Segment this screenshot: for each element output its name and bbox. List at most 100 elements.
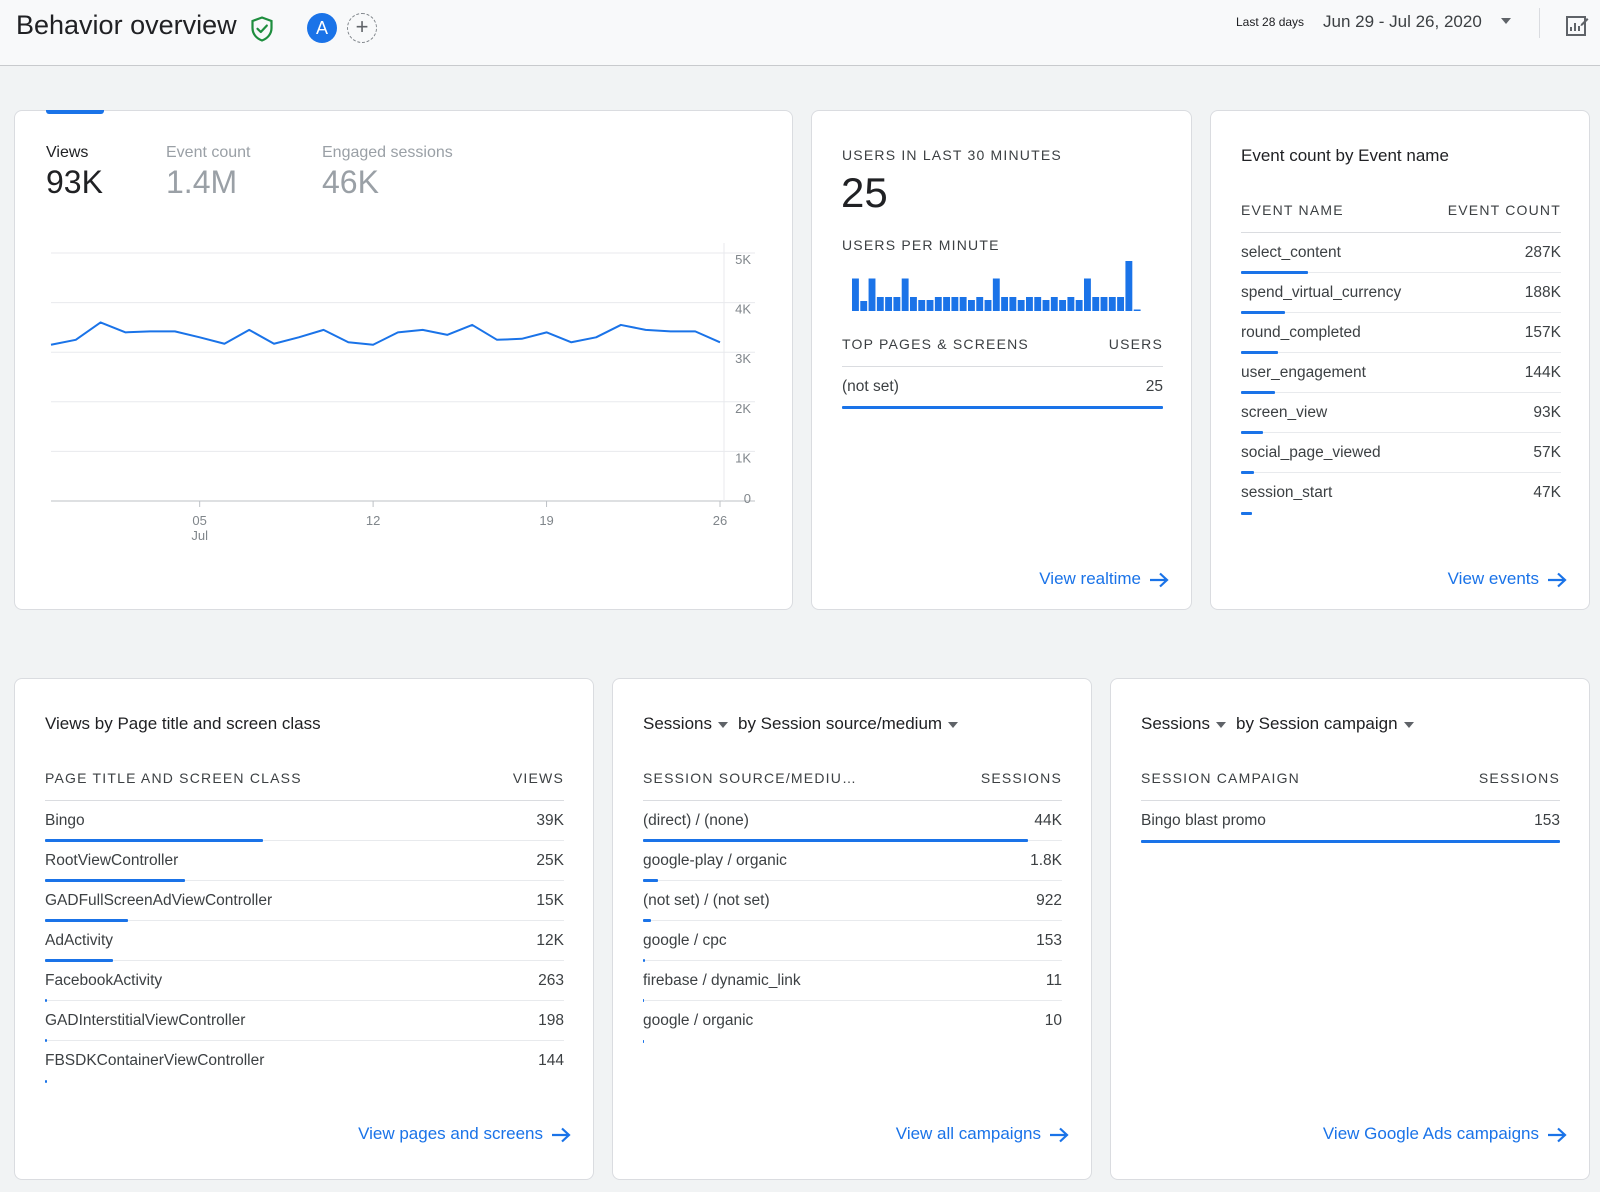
campaigns-card: Sessions by Session campaign SESSION CAMP… — [1110, 678, 1590, 1180]
table-row[interactable]: round_completed 157K — [1241, 313, 1561, 354]
chevron-down-icon[interactable] — [717, 721, 728, 728]
row-label: (direct) / (none) — [643, 812, 749, 829]
y-tick-label: 2K — [735, 401, 751, 416]
table-row[interactable]: FBSDKContainerViewController 144 — [45, 1041, 564, 1083]
column-header: SESSION CAMPAIGN — [1141, 770, 1300, 786]
table-row[interactable]: GADInterstitialViewController 198 — [45, 1001, 564, 1042]
date-dropdown-caret-icon[interactable] — [1501, 18, 1511, 24]
chevron-down-icon[interactable] — [1403, 721, 1414, 728]
metric-label: Engaged sessions — [322, 144, 453, 161]
table-row[interactable]: spend_virtual_currency 188K — [1241, 273, 1561, 314]
metric-tab-engaged-sessions[interactable]: Engaged sessions 46K — [322, 144, 453, 201]
pages-table: PAGE TITLE AND SCREEN CLASS VIEWS Bingo 3… — [45, 767, 564, 1083]
row-value-bar — [1241, 512, 1252, 515]
table-row[interactable]: Bingo 39K — [45, 801, 564, 842]
chevron-down-icon[interactable] — [948, 721, 959, 728]
table-row[interactable]: google / organic 10 — [643, 1001, 1062, 1043]
minute-bar — [951, 297, 959, 311]
row-value-bar — [1241, 471, 1255, 474]
table-row[interactable]: google / cpc 153 — [643, 921, 1062, 962]
table-row[interactable]: (direct) / (none) 44K — [643, 801, 1062, 842]
row-value-bar — [643, 999, 644, 1002]
y-tick-label: 3K — [735, 351, 751, 366]
row-value-bar — [45, 999, 48, 1002]
row-value: 10 — [1044, 1012, 1062, 1029]
column-header: EVENT NAME — [1241, 202, 1344, 218]
date-preset-label[interactable]: Last 28 days — [1236, 15, 1305, 29]
table-row[interactable]: google-play / organic 1.8K — [643, 841, 1062, 882]
metric-tab-event-count[interactable]: Event count 1.4M — [166, 144, 251, 201]
view-realtime-link[interactable]: View realtime — [1039, 569, 1169, 589]
table-row[interactable]: FacebookActivity 263 — [45, 961, 564, 1002]
view-pages-link[interactable]: View pages and screens — [358, 1124, 571, 1144]
table-row[interactable]: GADFullScreenAdViewController 15K — [45, 881, 564, 922]
metric-tab-views[interactable]: Views 93K — [46, 144, 103, 201]
table-row[interactable]: Bingo blast promo 153 — [1141, 801, 1560, 843]
minute-bar — [852, 278, 859, 311]
row-value-bar — [45, 1039, 47, 1042]
date-range-picker[interactable]: Jun 29 - Jul 26, 2020 — [1323, 12, 1482, 31]
minute-bar — [1133, 309, 1141, 311]
row-label: FBSDKContainerViewController — [45, 1052, 265, 1069]
sources-card-title: Sessions by Session source/medium — [643, 714, 968, 734]
minute-bar — [1042, 300, 1050, 311]
minute-bar — [1100, 297, 1108, 311]
minute-bar — [1026, 297, 1033, 311]
pages-card-title: Views by Page title and screen class — [45, 714, 321, 733]
row-label: GADFullScreenAdViewController — [45, 892, 273, 909]
minute-bar — [1092, 297, 1100, 311]
events-card: Event count by Event name EVENT NAME EVE… — [1210, 110, 1590, 610]
row-value-bar — [643, 839, 1029, 842]
column-header: SESSION SOURCE/MEDIU… — [643, 770, 858, 786]
view-google-ads-campaigns-link[interactable]: View Google Ads campaigns — [1323, 1124, 1567, 1144]
row-label: (not set) / (not set) — [643, 892, 770, 909]
minute-bar — [959, 297, 967, 311]
row-value: 188K — [1524, 284, 1561, 301]
table-row[interactable]: (not set) / (not set) 922 — [643, 881, 1062, 922]
table-row[interactable]: user_engagement 144K — [1241, 353, 1561, 394]
realtime-users-value: 25 — [841, 169, 888, 216]
row-label: screen_view — [1241, 404, 1328, 421]
link-label: View pages and screens — [358, 1124, 543, 1143]
table-header: EVENT NAME EVENT COUNT — [1241, 199, 1561, 233]
metric-label: Event count — [166, 144, 251, 161]
customize-report-icon[interactable] — [1565, 14, 1589, 38]
view-events-link[interactable]: View events — [1448, 569, 1567, 589]
add-comparison-icon[interactable]: + — [347, 13, 377, 43]
top-pages-table: TOP PAGES & SCREENS USERS (not set) 25 — [842, 333, 1163, 409]
table-row[interactable]: session_start 47K — [1241, 473, 1561, 515]
realtime-title: USERS IN LAST 30 MINUTES — [842, 147, 1062, 163]
chevron-down-icon[interactable] — [1215, 721, 1226, 728]
metric-dropdown[interactable]: Sessions — [643, 714, 712, 733]
table-row[interactable]: (not set) 25 — [842, 367, 1163, 409]
dimension-dropdown[interactable]: by Session campaign — [1235, 714, 1398, 733]
minute-bar — [1108, 297, 1116, 311]
table-row[interactable]: RootViewController 25K — [45, 841, 564, 882]
arrow-right-icon — [1050, 1127, 1069, 1142]
row-value: 287K — [1524, 244, 1561, 261]
minute-bar — [976, 297, 984, 311]
row-value-bar — [1241, 351, 1278, 354]
table-row[interactable]: AdActivity 12K — [45, 921, 564, 962]
minute-bar — [1067, 297, 1075, 311]
dimension-dropdown[interactable]: by Session source/medium — [737, 714, 943, 733]
row-label: Bingo blast promo — [1141, 812, 1266, 829]
minute-bar — [992, 278, 1000, 311]
minute-bar — [943, 297, 951, 311]
minute-bar — [1125, 261, 1133, 311]
table-row[interactable]: firebase / dynamic_link 11 — [643, 961, 1062, 1002]
table-row[interactable]: select_content 287K — [1241, 233, 1561, 274]
minute-bar — [918, 300, 926, 311]
minute-bar — [1050, 297, 1058, 311]
table-row[interactable]: screen_view 93K — [1241, 393, 1561, 434]
row-value-bar — [45, 919, 128, 922]
row-value-bar — [1141, 840, 1560, 843]
minute-bar — [876, 297, 884, 311]
minute-bar — [1017, 300, 1025, 311]
row-value-bar — [643, 1040, 644, 1043]
metric-dropdown[interactable]: Sessions — [1141, 714, 1210, 733]
view-all-campaigns-link[interactable]: View all campaigns — [896, 1124, 1069, 1144]
comparison-avatar[interactable]: A — [307, 13, 337, 43]
table-row[interactable]: social_page_viewed 57K — [1241, 433, 1561, 474]
